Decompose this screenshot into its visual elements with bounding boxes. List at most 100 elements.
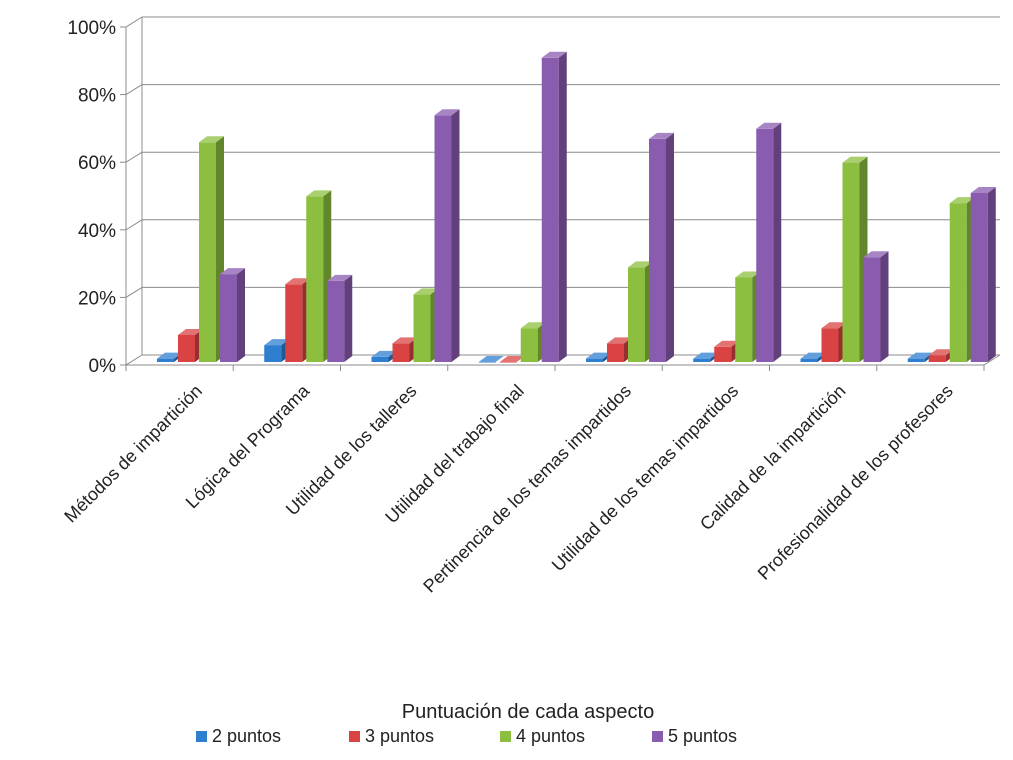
bar-front: [541, 57, 559, 363]
bar-top: [392, 337, 418, 344]
bar-front: [478, 362, 496, 363]
bar-top: [478, 356, 504, 362]
bar-front: [434, 115, 452, 362]
bar-top: [970, 187, 996, 193]
bar-top: [434, 109, 460, 116]
bar-top: [649, 132, 674, 139]
gridline-side: [125, 16, 143, 28]
bar-front: [714, 346, 732, 362]
bar: [327, 274, 353, 362]
bar-top: [693, 352, 719, 359]
bar-top: [306, 190, 332, 197]
bar-front: [586, 358, 603, 362]
bar-top: [220, 268, 245, 275]
bar-front: [220, 274, 237, 362]
legend-label: 4 puntos: [516, 726, 585, 746]
bar-front: [413, 294, 431, 362]
bar: [541, 51, 567, 363]
bar-front: [607, 343, 624, 362]
bar-front: [520, 328, 538, 362]
bar: [434, 109, 460, 362]
bar-top: [628, 261, 653, 268]
bar: [649, 132, 674, 362]
gridline-side: [125, 151, 143, 163]
bar-front: [628, 267, 645, 362]
bar: [499, 356, 525, 363]
bar-front: [285, 284, 303, 362]
bar-top: [949, 197, 975, 204]
bar-top: [756, 122, 782, 129]
legend: 2 puntos 3 puntos 4 puntos 5 puntos: [196, 726, 737, 746]
bar: [756, 122, 782, 362]
bar-top: [863, 251, 889, 258]
bar-side: [237, 268, 245, 362]
bar-top: [178, 328, 203, 335]
gridline-side: [125, 219, 143, 231]
bar-front: [649, 138, 666, 362]
bar-front: [928, 355, 946, 362]
bar-top: [285, 278, 311, 285]
bar-front: [907, 358, 925, 362]
x-tick-label: Métodos de impartición: [60, 381, 206, 527]
bar-top: [199, 136, 224, 143]
bar-front: [327, 280, 345, 362]
bar-top: [371, 350, 397, 357]
legend-swatch: [349, 731, 360, 742]
y-tick-label: 40%: [78, 221, 116, 242]
y-tick-label: 0%: [89, 356, 117, 377]
bar: [863, 251, 889, 362]
bar-top: [541, 51, 567, 58]
bar-top: [157, 352, 182, 359]
bar-front: [199, 142, 216, 362]
bar-top: [842, 156, 868, 163]
gridline-side: [125, 286, 143, 298]
bar-side: [666, 132, 674, 362]
gridline-side: [125, 354, 143, 366]
y-tick-label: 100%: [67, 18, 116, 39]
grid-layer: [125, 16, 1000, 366]
bar-front: [178, 334, 195, 362]
bar: [478, 356, 504, 363]
axis-layer: 0% 20% 40% 60% 80% 100%: [67, 17, 1001, 377]
bar-side: [344, 274, 353, 362]
bar-side: [987, 187, 996, 362]
legend-label: 5 puntos: [668, 726, 737, 746]
legend-swatch: [196, 731, 207, 742]
x-tick-label: Utilidad de los temas impartidos: [548, 381, 743, 576]
bar-front: [863, 257, 881, 362]
legend-swatch: [500, 731, 511, 742]
bar-top: [800, 352, 826, 359]
bar-top: [520, 322, 546, 329]
bar-top: [607, 337, 632, 344]
bar-front: [306, 196, 324, 362]
bar-front: [392, 343, 410, 362]
floor-edge: [983, 354, 1001, 366]
y-tick-label: 60%: [78, 153, 116, 174]
legend-label: 3 puntos: [365, 726, 434, 746]
bar-top: [499, 356, 525, 362]
bar-front: [800, 358, 818, 362]
gridline-side: [125, 84, 143, 96]
legend-swatch: [652, 731, 663, 742]
bar-front: [842, 162, 860, 362]
bar-top: [714, 340, 740, 347]
x-tick-label: Pertinencia de los temas impartidos: [419, 381, 635, 597]
bar-side: [451, 109, 460, 362]
legend-label: 2 puntos: [212, 726, 281, 746]
bar: [220, 268, 245, 362]
bar-top: [264, 339, 290, 346]
bar-front: [371, 356, 389, 362]
bar-front: [157, 358, 174, 362]
bar-front: [756, 128, 774, 362]
bar-top: [586, 352, 611, 359]
bar-top: [735, 271, 761, 278]
bar-top: [821, 322, 847, 329]
y-tick-label: 80%: [78, 86, 116, 107]
bar: [970, 187, 996, 362]
bar-side: [773, 122, 782, 362]
bar-front: [821, 328, 839, 362]
bar-front: [970, 193, 988, 362]
bar-top: [907, 352, 933, 359]
